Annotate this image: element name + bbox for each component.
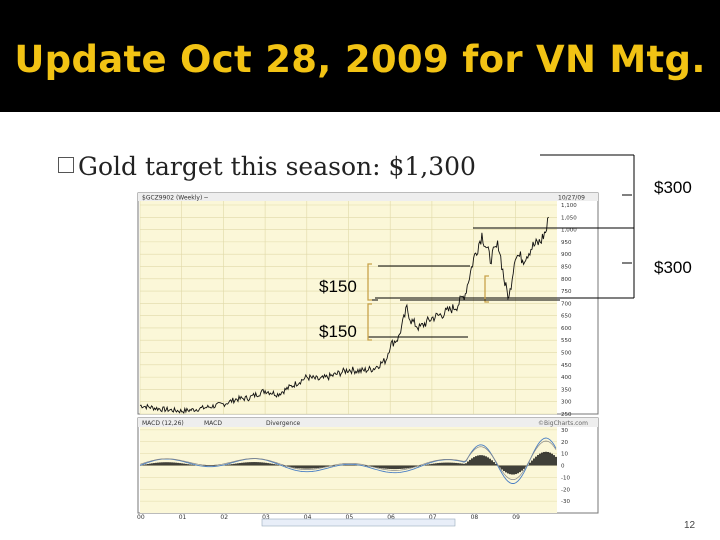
x-tick-label: 06 xyxy=(387,514,395,521)
bullet-text-line: Gold target this season: $1,300 xyxy=(58,152,476,181)
bullet-text: Gold target this season: $1,300 xyxy=(78,152,476,181)
price-y-tick: 550 xyxy=(561,338,572,344)
slide-title: Update Oct 28, 2009 for VN Mtg. xyxy=(14,38,706,81)
price-y-tick: 450 xyxy=(561,363,572,369)
annotation-overlay xyxy=(261,154,635,527)
price-y-tick: 250 xyxy=(561,412,572,418)
price-y-tick: 350 xyxy=(561,387,572,393)
left-bracket-upper-shape xyxy=(367,263,372,301)
price-header-date: 10/27/09 xyxy=(558,195,585,202)
chart-watermark: ©BigCharts.com xyxy=(538,420,588,427)
macd-header-bar xyxy=(138,418,598,427)
macd-plot-area xyxy=(140,427,557,513)
x-tick-label: 00 xyxy=(137,514,145,521)
x-tick-label: 09 xyxy=(512,514,520,521)
left-bracket-lower-shape xyxy=(367,303,372,341)
macd-y-tick: 20 xyxy=(561,440,568,446)
price-header-symbol: $GCZ9902 (Weekly) ─ xyxy=(142,195,208,202)
lower-move-label: $300 xyxy=(654,258,692,277)
x-tick-label: 03 xyxy=(262,514,270,521)
left-upper-label: $150 xyxy=(319,277,357,296)
macd-panel: MACD (12,26) MACD Divergence ©BigCharts.com… xyxy=(137,417,599,521)
price-header-bar xyxy=(138,193,598,201)
price-y-tick: 950 xyxy=(561,240,572,246)
macd-legend-entry: MACD xyxy=(204,420,222,427)
macd-legend-entry: MACD (12,26) xyxy=(142,420,184,427)
price-y-tick: 1,000 xyxy=(561,228,577,234)
price-y-tick: 700 xyxy=(561,301,572,307)
price-y-tick: 400 xyxy=(561,375,572,381)
left-lower-label: $150 xyxy=(319,322,357,341)
bottom-caption-strip xyxy=(261,518,456,527)
price-series-line xyxy=(139,216,549,414)
x-tick-label: 08 xyxy=(471,514,479,521)
price-y-tick: 300 xyxy=(561,400,572,406)
macd-y-tick: -20 xyxy=(561,487,570,493)
price-y-tick: 1,050 xyxy=(561,215,577,221)
macd-y-tick: 30 xyxy=(561,428,568,434)
macd-y-tick: 10 xyxy=(561,452,568,458)
price-panel: $GCZ9902 (Weekly) ─ 10/27/091,100 1,050 1,0… xyxy=(137,192,599,418)
title-bar xyxy=(0,0,720,112)
price-y-tick: 1,100 xyxy=(561,203,577,209)
x-tick-label: 02 xyxy=(220,514,228,521)
macd-line xyxy=(139,437,557,484)
macd-y-tick: -30 xyxy=(561,499,570,505)
mid-bracket-shape xyxy=(484,275,489,303)
x-tick-label: 05 xyxy=(346,514,354,521)
macd-y-tick: -10 xyxy=(561,475,570,481)
macd-legend-entry: Divergence xyxy=(266,420,300,427)
price-y-tick: 900 xyxy=(561,252,572,258)
upper-move-label: $300 xyxy=(654,178,692,197)
macd-y-tick: 0 xyxy=(561,464,565,470)
x-tick-label: 04 xyxy=(304,514,312,521)
price-y-tick: 650 xyxy=(561,314,572,320)
page-number: 12 xyxy=(684,520,696,531)
price-y-tick: 500 xyxy=(561,351,572,357)
price-y-tick: 600 xyxy=(561,326,572,332)
price-y-tick: 850 xyxy=(561,264,572,270)
x-tick-label: 01 xyxy=(179,514,187,521)
price-y-tick: 750 xyxy=(561,289,572,295)
macd-signal-line xyxy=(139,440,557,480)
x-tick-label: 07 xyxy=(429,514,437,521)
bullet-box-icon xyxy=(58,157,74,173)
price-y-tick: 800 xyxy=(561,277,572,283)
